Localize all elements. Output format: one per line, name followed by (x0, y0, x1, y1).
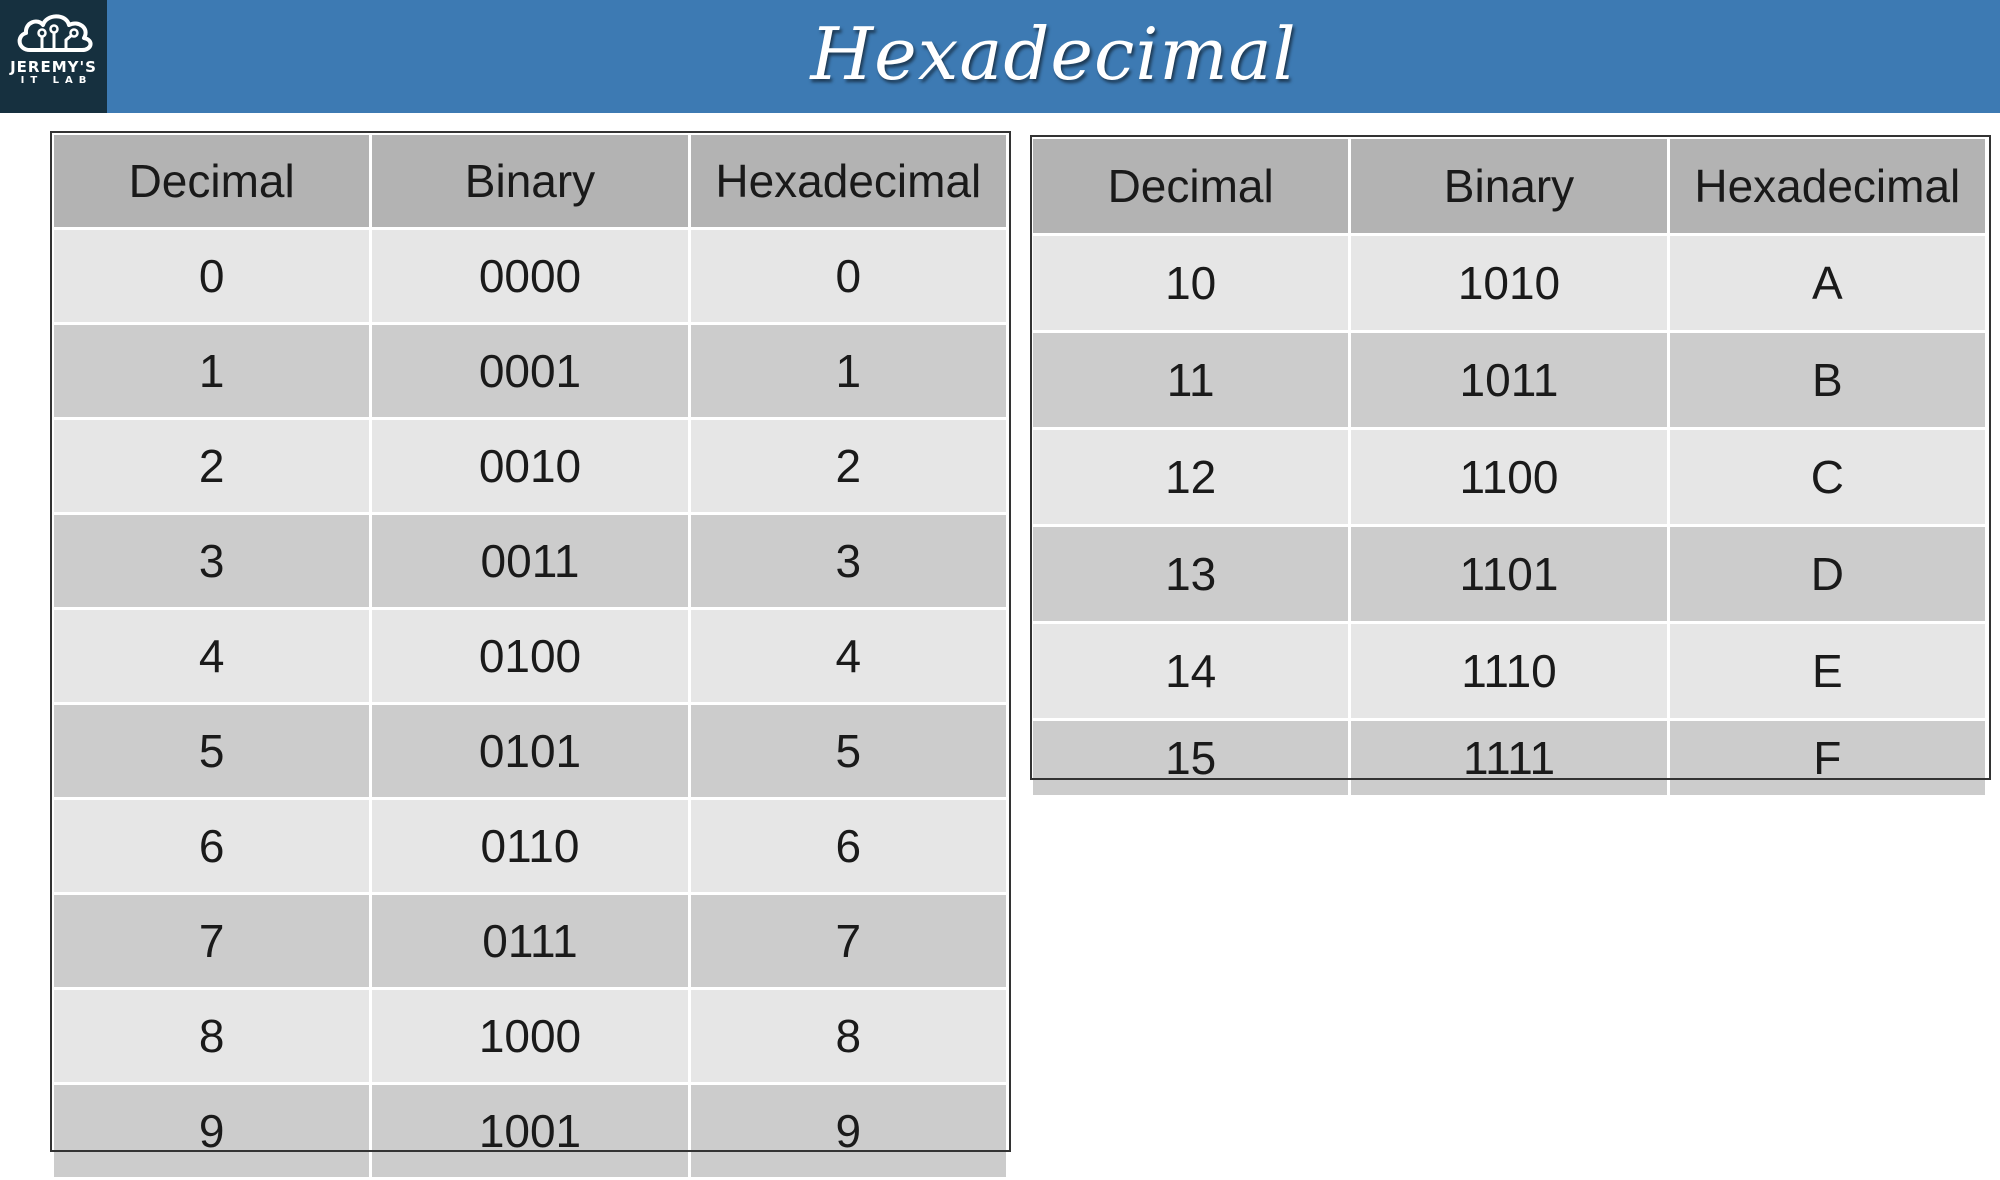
table-row: 10 1010 A (1029, 233, 1989, 333)
decimal-cell: 9 (50, 1082, 373, 1180)
binary-cell: 1111 (1348, 718, 1670, 798)
table-row: 7 0111 7 (50, 892, 1010, 990)
column-header-decimal: Decimal (50, 132, 373, 230)
binary-cell: 1110 (1348, 621, 1670, 721)
hex-cell: 3 (687, 512, 1010, 610)
table-row: 3 0011 3 (50, 512, 1010, 610)
binary-cell: 1000 (369, 987, 691, 1085)
decimal-cell: 12 (1029, 427, 1352, 527)
hex-cell: F (1666, 718, 1989, 798)
logo-text-jeremys: JEREMY'S (10, 58, 97, 76)
hex-cell: 7 (687, 892, 1010, 990)
table-row: 1 0001 1 (50, 322, 1010, 420)
table-row: 15 1111 F (1029, 718, 1989, 798)
column-header-binary: Binary (369, 132, 691, 230)
hex-cell: B (1666, 330, 1989, 430)
binary-cell: 1100 (1348, 427, 1670, 527)
table-row: 8 1000 8 (50, 987, 1010, 1085)
binary-cell: 0101 (369, 702, 691, 800)
decimal-cell: 15 (1029, 718, 1352, 798)
hex-cell: 6 (687, 797, 1010, 895)
hex-cell: C (1666, 427, 1989, 527)
cloud-circuit-icon (17, 14, 92, 52)
hex-cell: 0 (687, 227, 1010, 325)
table-row: 12 1100 C (1029, 427, 1989, 527)
hex-cell: 5 (687, 702, 1010, 800)
table-row: 14 1110 E (1029, 621, 1989, 721)
hex-cell: 4 (687, 607, 1010, 705)
decimal-cell: 14 (1029, 621, 1352, 721)
table-row: 5 0101 5 (50, 702, 1010, 800)
hex-cell: 2 (687, 417, 1010, 515)
decimal-cell: 0 (50, 227, 373, 325)
decimal-cell: 1 (50, 322, 373, 420)
binary-cell: 1011 (1348, 330, 1670, 430)
binary-cell: 0001 (369, 322, 691, 420)
table-row: 11 1011 B (1029, 330, 1989, 430)
binary-cell: 0000 (369, 227, 691, 325)
binary-cell: 0100 (369, 607, 691, 705)
table-row: 4 0100 4 (50, 607, 1010, 705)
decimal-cell: 4 (50, 607, 373, 705)
binary-cell: 1001 (369, 1082, 691, 1180)
decimal-cell: 11 (1029, 330, 1352, 430)
binary-cell: 0111 (369, 892, 691, 990)
table-row: 2 0010 2 (50, 417, 1010, 515)
binary-cell: 1101 (1348, 524, 1670, 624)
column-header-hex: Hexadecimal (1666, 136, 1989, 236)
hex-cell: 1 (687, 322, 1010, 420)
hex-cell: E (1666, 621, 1989, 721)
hex-cell: 8 (687, 987, 1010, 1085)
decimal-cell: 7 (50, 892, 373, 990)
logo-text-it-lab: IT LAB (20, 75, 93, 86)
hex-cell: 9 (687, 1082, 1010, 1180)
decimal-cell: 3 (50, 512, 373, 610)
hex-cell: A (1666, 233, 1989, 333)
hex-table-0-9: Decimal Binary Hexadecimal 0 0000 0 1 0001 1 2 001… (50, 132, 1010, 1180)
hex-cell: D (1666, 524, 1989, 624)
table-header-row: Decimal Binary Hexadecimal (50, 132, 1010, 230)
decimal-cell: 10 (1029, 233, 1352, 333)
jeremys-it-lab-logo: JEREMY'S IT LAB (0, 0, 107, 113)
column-header-decimal: Decimal (1029, 136, 1352, 236)
binary-cell: 0011 (369, 512, 691, 610)
decimal-cell: 5 (50, 702, 373, 800)
title-bar: JEREMY'S IT LAB Hexadecimal (0, 0, 2000, 113)
column-header-hex: Hexadecimal (687, 132, 1010, 230)
page-title: Hexadecimal (810, 12, 1297, 96)
table-row: 0 0000 0 (50, 227, 1010, 325)
decimal-cell: 13 (1029, 524, 1352, 624)
decimal-cell: 6 (50, 797, 373, 895)
table-row: 9 1001 9 (50, 1082, 1010, 1180)
binary-cell: 1010 (1348, 233, 1670, 333)
binary-cell: 0010 (369, 417, 691, 515)
table-header-row: Decimal Binary Hexadecimal (1029, 136, 1989, 236)
decimal-cell: 8 (50, 987, 373, 1085)
table-row: 13 1101 D (1029, 524, 1989, 624)
table-row: 6 0110 6 (50, 797, 1010, 895)
hex-table-10-15: Decimal Binary Hexadecimal 10 1010 A 11 1011 B 12… (1029, 136, 1989, 798)
column-header-binary: Binary (1348, 136, 1670, 236)
decimal-cell: 2 (50, 417, 373, 515)
binary-cell: 0110 (369, 797, 691, 895)
